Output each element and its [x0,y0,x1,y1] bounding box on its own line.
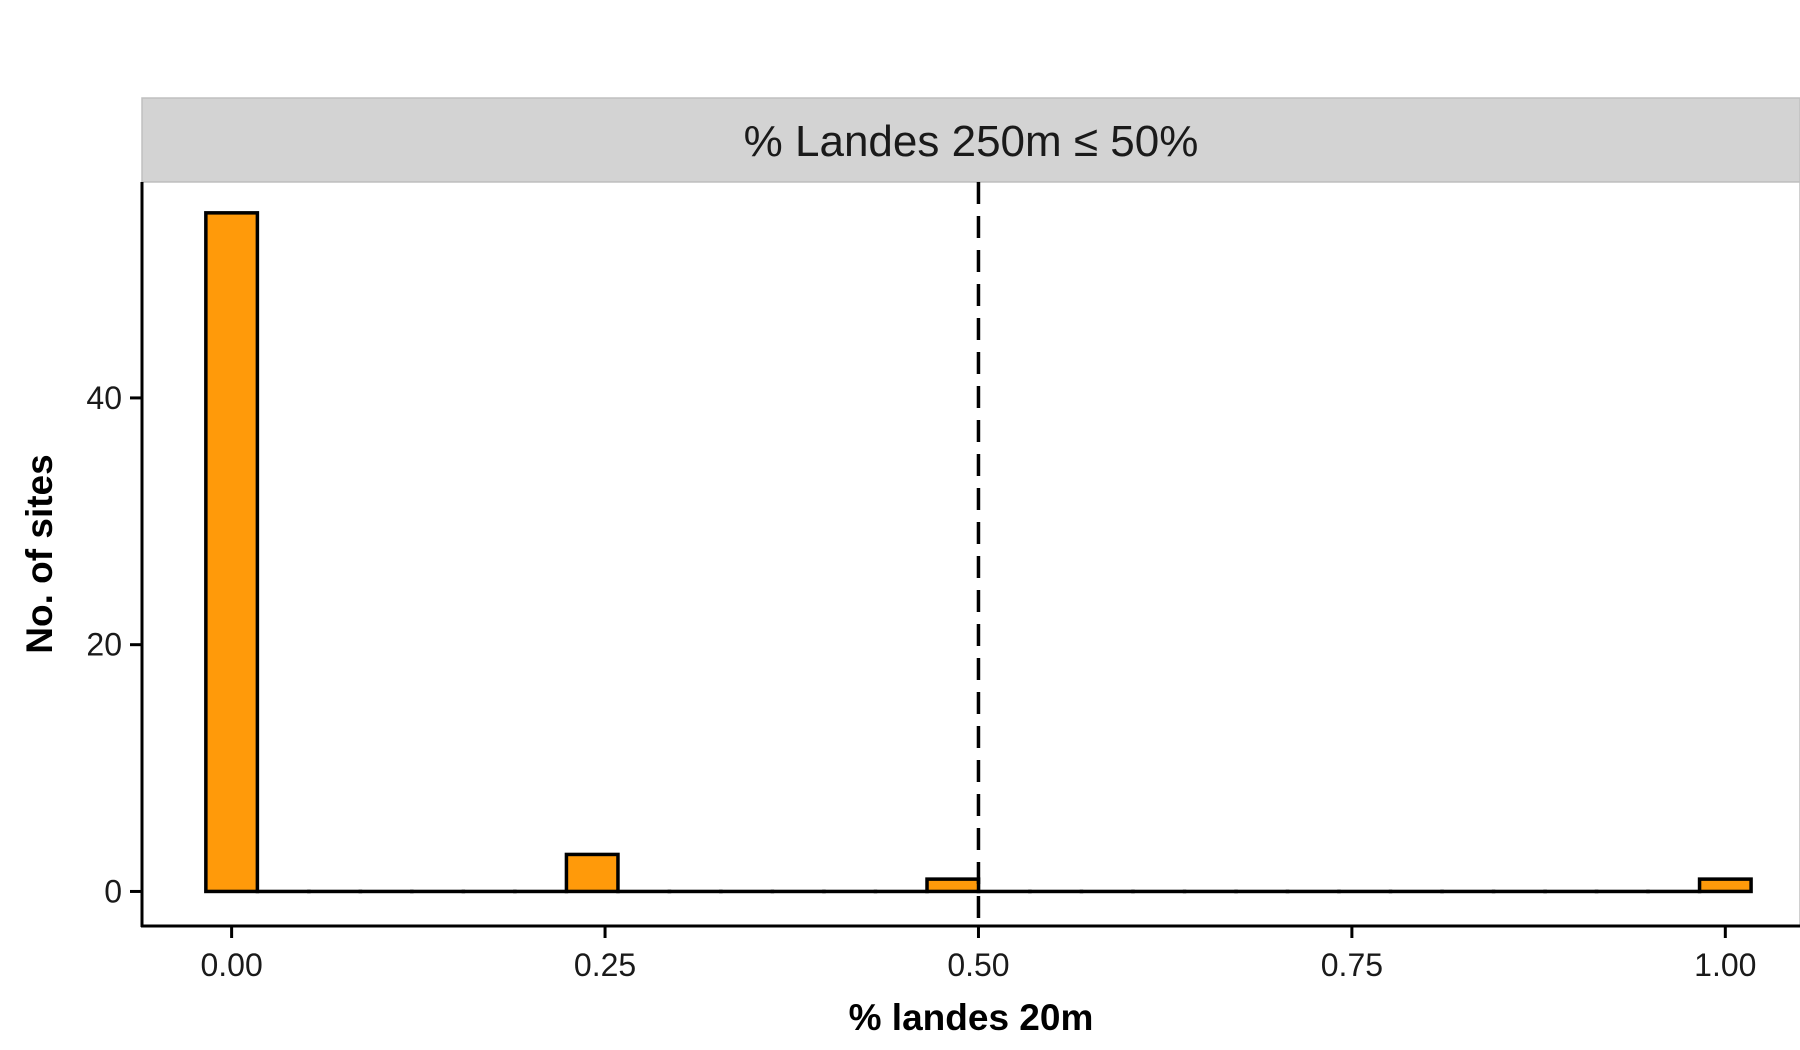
histogram-bar-7 [564,852,620,894]
histogram-bar-29 [1697,877,1753,894]
histogram-bar-14 [925,877,981,894]
histogram-bar-0 [204,211,260,894]
x-tick-label-4: 1.00 [1694,947,1756,983]
y-axis-title: No. of sites [19,454,60,653]
bars-layer [204,211,1753,894]
x-tick-label-0: 0.00 [200,947,262,983]
y-tick-label-0: 0 [104,873,122,909]
x-ticks-layer: 0.00 0.25 0.50 0.75 1.00 [200,926,1756,983]
y-tick-label-1: 20 [86,627,122,663]
x-tick-label-3: 0.75 [1321,947,1383,983]
plot-panel [141,181,1800,927]
facet-strip [141,97,1800,183]
y-ticks-layer: 0 20 40 [86,380,142,909]
x-tick-label-2: 0.50 [947,947,1009,983]
facet-strip-label: % Landes 250m ≤ 50% [744,117,1199,166]
x-tick-label-1: 0.25 [574,947,636,983]
x-axis-title: % landes 20m [849,997,1094,1038]
y-tick-label-2: 40 [86,380,122,416]
